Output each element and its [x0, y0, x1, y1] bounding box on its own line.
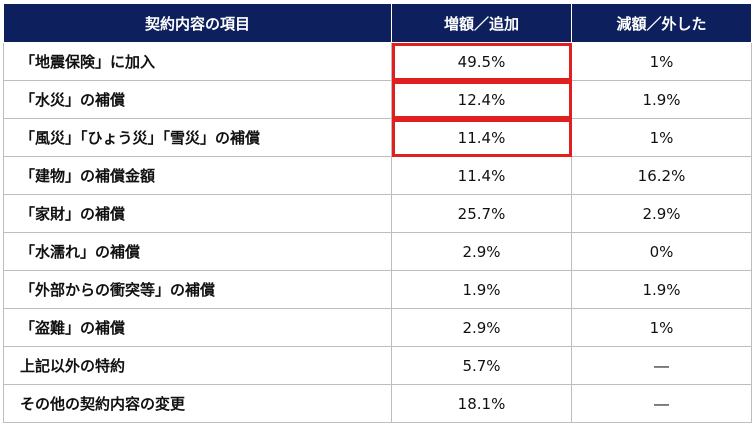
table-row: 「建物」の補償金額 11.4% 16.2%	[3, 156, 752, 195]
row-increase-value: 49.5%	[391, 42, 572, 81]
row-item-label: 「盗難」の補償	[3, 308, 392, 347]
table-header-row: 契約内容の項目 増額／追加 減額／外した	[3, 3, 752, 43]
row-decrease-value: 1.9%	[571, 80, 752, 119]
header-increase-added: 増額／追加	[391, 3, 572, 43]
row-item-label: 上記以外の特約	[3, 346, 392, 385]
row-increase-value: 5.7%	[391, 346, 572, 385]
table-row: 上記以外の特約 5.7% ―	[3, 346, 752, 385]
row-decrease-value: 0%	[571, 232, 752, 271]
row-item-label: その他の契約内容の変更	[3, 384, 392, 423]
row-item-label: 「水濡れ」の補償	[3, 232, 392, 271]
table-row: 「家財」の補償 25.7% 2.9%	[3, 194, 752, 233]
table-row: 「水濡れ」の補償 2.9% 0%	[3, 232, 752, 271]
header-decrease-removed: 減額／外した	[571, 3, 752, 43]
header-contract-item: 契約内容の項目	[3, 3, 392, 43]
row-item-label: 「水災」の補償	[3, 80, 392, 119]
row-increase-value: 2.9%	[391, 232, 572, 271]
table-row: 「外部からの衝突等」の補償 1.9% 1.9%	[3, 270, 752, 309]
row-item-label: 「外部からの衝突等」の補償	[3, 270, 392, 309]
table-row: その他の契約内容の変更 18.1% ―	[3, 384, 752, 423]
row-decrease-value: 16.2%	[571, 156, 752, 195]
table-row: 「盗難」の補償 2.9% 1%	[3, 308, 752, 347]
row-decrease-value: 2.9%	[571, 194, 752, 233]
row-item-label: 「家財」の補償	[3, 194, 392, 233]
row-decrease-value: 1%	[571, 308, 752, 347]
row-increase-value: 12.4%	[391, 80, 572, 119]
row-item-label: 「建物」の補償金額	[3, 156, 392, 195]
table-row: 「風災」「ひょう災」「雪災」の補償 11.4% 1%	[3, 118, 752, 157]
row-increase-value: 18.1%	[391, 384, 572, 423]
row-decrease-value: 1.9%	[571, 270, 752, 309]
row-decrease-value: ―	[571, 384, 752, 423]
contract-change-table: 契約内容の項目 増額／追加 減額／外した 「地震保険」に加入 49.5% 1% …	[3, 3, 752, 423]
row-increase-value: 2.9%	[391, 308, 572, 347]
row-decrease-value: 1%	[571, 118, 752, 157]
row-decrease-value: ―	[571, 346, 752, 385]
row-item-label: 「地震保険」に加入	[3, 42, 392, 81]
row-increase-value: 11.4%	[391, 156, 572, 195]
row-increase-value: 11.4%	[391, 118, 572, 157]
row-decrease-value: 1%	[571, 42, 752, 81]
row-increase-value: 1.9%	[391, 270, 572, 309]
contract-change-table-wrapper: 契約内容の項目 増額／追加 減額／外した 「地震保険」に加入 49.5% 1% …	[3, 3, 752, 423]
row-item-label: 「風災」「ひょう災」「雪災」の補償	[3, 118, 392, 157]
table-row: 「地震保険」に加入 49.5% 1%	[3, 42, 752, 81]
table-row: 「水災」の補償 12.4% 1.9%	[3, 80, 752, 119]
row-increase-value: 25.7%	[391, 194, 572, 233]
